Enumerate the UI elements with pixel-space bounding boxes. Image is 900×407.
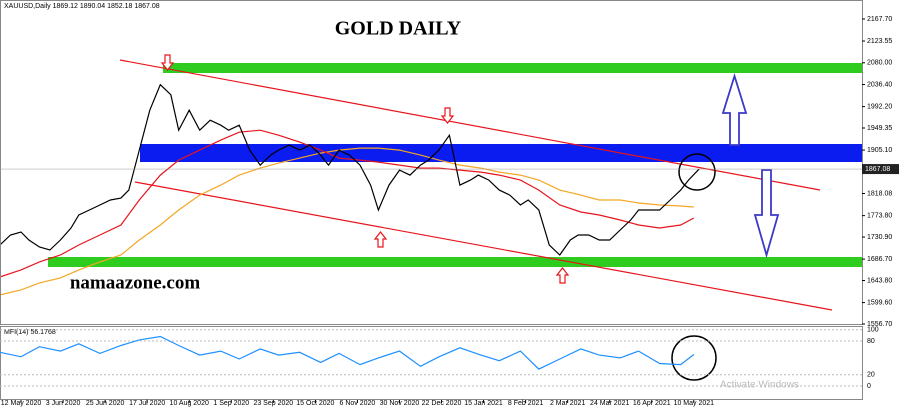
- chart-title: GOLD DAILY: [335, 18, 462, 40]
- x-tick-label: 22 Dec 2020: [422, 400, 462, 407]
- x-tick-label: 30 Nov 2020: [380, 400, 420, 407]
- channel-upper: [119, 59, 821, 191]
- y-tick-label: 1643.80: [867, 277, 892, 284]
- x-tick-label: 10 Aug 2020: [170, 400, 209, 407]
- x-tick-label: 16 Apr 2021: [633, 400, 671, 407]
- last-price-box: [862, 164, 899, 175]
- indicator-frame: [0, 326, 863, 400]
- arrow-down: [160, 54, 175, 71]
- x-tick-label: 10 May 2021: [674, 400, 715, 407]
- arrow-up: [555, 267, 570, 284]
- y-tick-label: 2167.70: [867, 16, 892, 23]
- price-line: [0, 83, 700, 256]
- x-tick-label: 6 Nov 2020: [340, 400, 376, 407]
- arrow-up-big: [721, 72, 748, 146]
- plot-area: [0, 83, 700, 296]
- blue-arrows: [721, 72, 780, 259]
- y-tick-label: 2036.40: [867, 81, 892, 88]
- indicator-tick-label: 20: [867, 372, 875, 379]
- x-tick-label: 12 May 2020: [1, 400, 42, 407]
- moving-average: [0, 147, 694, 296]
- y-tick-label: 1818.08: [867, 190, 892, 197]
- y-tick-label: 1949.35: [867, 125, 892, 132]
- main-frame: [0, 0, 863, 325]
- x-tick-label: 3 Jun 2020: [46, 400, 81, 407]
- highlight-circle: [671, 335, 717, 381]
- y-tick-label: 2080.00: [867, 60, 892, 67]
- indicator-tick-label: 80: [867, 338, 875, 345]
- x-tick-label: 15 Jan 2021: [464, 400, 503, 407]
- x-tick-label: 15 Oct 2020: [296, 400, 334, 407]
- arrow-up: [373, 231, 388, 248]
- watermark: namaazone.com: [70, 272, 201, 293]
- arrow-down: [440, 107, 455, 124]
- indicator-tick-label: 100: [867, 327, 879, 334]
- indicator-tick-label: 0: [867, 383, 871, 390]
- y-tick-label: 1992.20: [867, 103, 892, 110]
- y-tick-label: 1773.80: [867, 212, 892, 219]
- x-tick-label: 8 Feb 2021: [508, 400, 544, 407]
- y-tick-label: 1730.90: [867, 234, 892, 241]
- moving-average: [0, 129, 695, 278]
- pivot-zone: [140, 144, 863, 162]
- indicator-line: [0, 335, 695, 370]
- highlight-circle: [678, 153, 716, 191]
- os-watermark: Activate Windows: [720, 380, 799, 391]
- symbol-header: XAUUSD,Daily 1869.12 1890.04 1852.18 186…: [4, 3, 160, 10]
- x-tick-label: 25 Jun 2020: [86, 400, 125, 407]
- x-tick-label: 2 Mar 2021: [550, 400, 586, 407]
- y-tick-label: 1556.70: [867, 321, 892, 328]
- x-tick-label: 17 Jul 2020: [129, 400, 165, 407]
- y-tick-label: 2123.55: [867, 38, 892, 45]
- resistance-zone: [163, 63, 863, 73]
- y-tick-label: 1599.60: [867, 299, 892, 306]
- arrow-down-big: [753, 169, 780, 259]
- x-tick-label: 23 Sep 2020: [253, 400, 293, 407]
- indicator-name: MFI(14) 56.1768: [4, 329, 56, 336]
- last-price-label: 1867.08: [865, 166, 890, 173]
- y-tick-label: 1905.10: [867, 147, 892, 154]
- red-arrows: [160, 54, 570, 284]
- x-tick-label: 1 Sep 2020: [213, 400, 249, 407]
- y-tick-label: 1686.70: [867, 256, 892, 263]
- channel-lower: [134, 181, 833, 311]
- x-tick-label: 24 Mar 2021: [590, 400, 629, 407]
- support-zone: [48, 257, 863, 267]
